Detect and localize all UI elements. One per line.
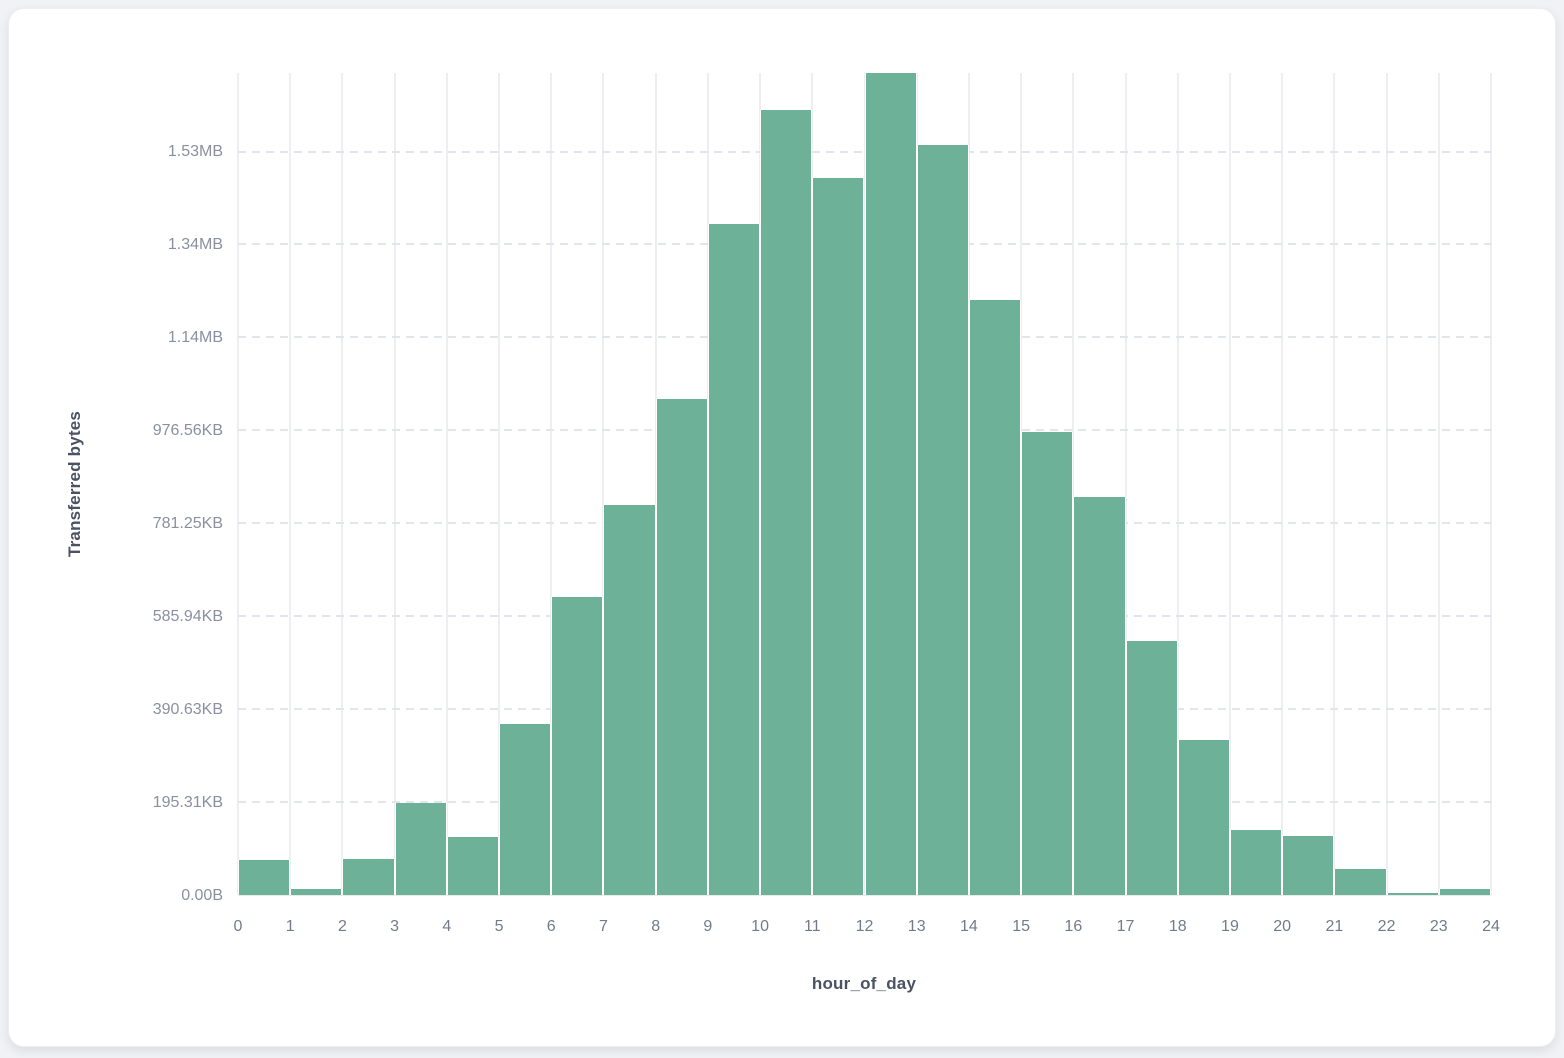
- y-axis-tick-labels: 0.00B 195.31KB 390.63KB 585.94KB 781.25KB 976…: [9, 73, 223, 904]
- bar-hour-6[interactable]: [551, 596, 604, 895]
- vertical-gridline: [1124, 73, 1127, 895]
- x-tick-label: 6: [546, 918, 556, 935]
- y-tick-label: 585.94KB: [152, 607, 223, 625]
- vertical-gridline: [341, 73, 344, 895]
- bar-hour-8[interactable]: [655, 398, 708, 895]
- chart-card: Transferred bytes 0.00B 195.31KB 390.63KB 5…: [8, 8, 1556, 1047]
- bar-hour-15[interactable]: [1021, 431, 1074, 895]
- bar-hour-4[interactable]: [446, 836, 500, 895]
- bar-hour-19[interactable]: [1229, 829, 1283, 895]
- y-tick-label: 781.25KB: [152, 514, 223, 532]
- bar-hour-11[interactable]: [812, 177, 865, 895]
- bar-hour-9[interactable]: [707, 224, 761, 895]
- bar-hour-16[interactable]: [1073, 497, 1126, 895]
- y-tick-label: 1.53MB: [167, 142, 223, 160]
- bar-hour-14[interactable]: [968, 300, 1022, 895]
- x-axis-title: hour_of_day: [811, 974, 917, 993]
- bar-hour-5[interactable]: [499, 724, 552, 895]
- y-tick-label: 195.31KB: [152, 793, 223, 811]
- x-tick-label: 7: [599, 918, 608, 935]
- vertical-gridline: [445, 73, 448, 895]
- vertical-gridline: [498, 73, 501, 895]
- x-tick-label: 10: [751, 918, 769, 935]
- y-tick-label: 976.56KB: [152, 421, 223, 439]
- x-tick-label: 8: [651, 918, 661, 935]
- x-tick-label: 21: [1325, 918, 1344, 935]
- x-tick-label: 18: [1168, 918, 1187, 935]
- bar-hour-21[interactable]: [1334, 868, 1387, 895]
- bar-hour-3[interactable]: [394, 803, 447, 895]
- bar-hour-17[interactable]: [1125, 641, 1178, 895]
- x-tick-label: 24: [1482, 918, 1500, 935]
- x-tick-label: 23: [1429, 918, 1448, 935]
- bar-hour-12[interactable]: [864, 73, 917, 895]
- x-tick-label: 14: [960, 918, 978, 935]
- y-tick-label: 390.63KB: [152, 700, 223, 718]
- y-tick-label: 1.14MB: [167, 328, 223, 346]
- bar-hour-7[interactable]: [603, 505, 656, 895]
- plot-area: [237, 73, 1492, 896]
- bar-hour-20[interactable]: [1282, 836, 1335, 895]
- vertical-gridline: [1437, 73, 1440, 895]
- x-axis-tick-labels: 0 1 2 3 4 5 6 7 8 9 10 11 12 13 14 15 16 17 18 19 20 21 22 23 24: [234, 896, 1500, 936]
- vertical-gridline: [1385, 73, 1388, 895]
- x-tick-label: 15: [1012, 918, 1031, 935]
- x-tick-label: 13: [907, 918, 926, 935]
- bar-hour-23[interactable]: [1438, 889, 1491, 895]
- bar-hour-22[interactable]: [1386, 893, 1439, 895]
- vertical-gridline: [237, 73, 239, 895]
- x-tick-label: 9: [703, 918, 713, 935]
- y-tick-label: 1.34MB: [167, 235, 223, 253]
- x-tick-label: 22: [1377, 918, 1396, 935]
- vertical-gridline: [1281, 73, 1284, 895]
- x-tick-label: 19: [1221, 918, 1239, 935]
- x-tick-label: 16: [1064, 918, 1083, 935]
- vertical-gridline: [1072, 73, 1075, 895]
- vertical-gridline: [1333, 73, 1336, 895]
- bar-hour-0[interactable]: [238, 860, 291, 895]
- vertical-gridline: [393, 73, 396, 895]
- vertical-gridline: [1490, 73, 1492, 895]
- x-tick-label: 0: [233, 918, 243, 935]
- x-tick-label: 3: [390, 918, 400, 935]
- bar-hour-1[interactable]: [290, 888, 343, 895]
- x-tick-label: 17: [1116, 918, 1135, 935]
- x-tick-label: 2: [337, 918, 347, 935]
- vertical-gridline: [1176, 73, 1179, 895]
- vertical-gridline: [289, 73, 292, 895]
- vertical-gridline: [550, 73, 553, 895]
- bar-hour-2[interactable]: [342, 858, 395, 895]
- vertical-gridline: [602, 73, 605, 895]
- bar-hour-18[interactable]: [1177, 740, 1230, 895]
- x-tick-label: 12: [855, 918, 874, 935]
- bar-hour-13[interactable]: [916, 144, 969, 895]
- x-tick-label: 20: [1273, 918, 1292, 935]
- x-tick-label: 11: [803, 918, 821, 935]
- bar-hour-10[interactable]: [760, 109, 813, 895]
- x-tick-label: 5: [494, 918, 504, 935]
- x-tick-label: 4: [442, 918, 452, 935]
- x-tick-label: 1: [285, 918, 295, 935]
- vertical-gridline: [1228, 73, 1231, 895]
- y-tick-label: 0.00B: [181, 887, 223, 904]
